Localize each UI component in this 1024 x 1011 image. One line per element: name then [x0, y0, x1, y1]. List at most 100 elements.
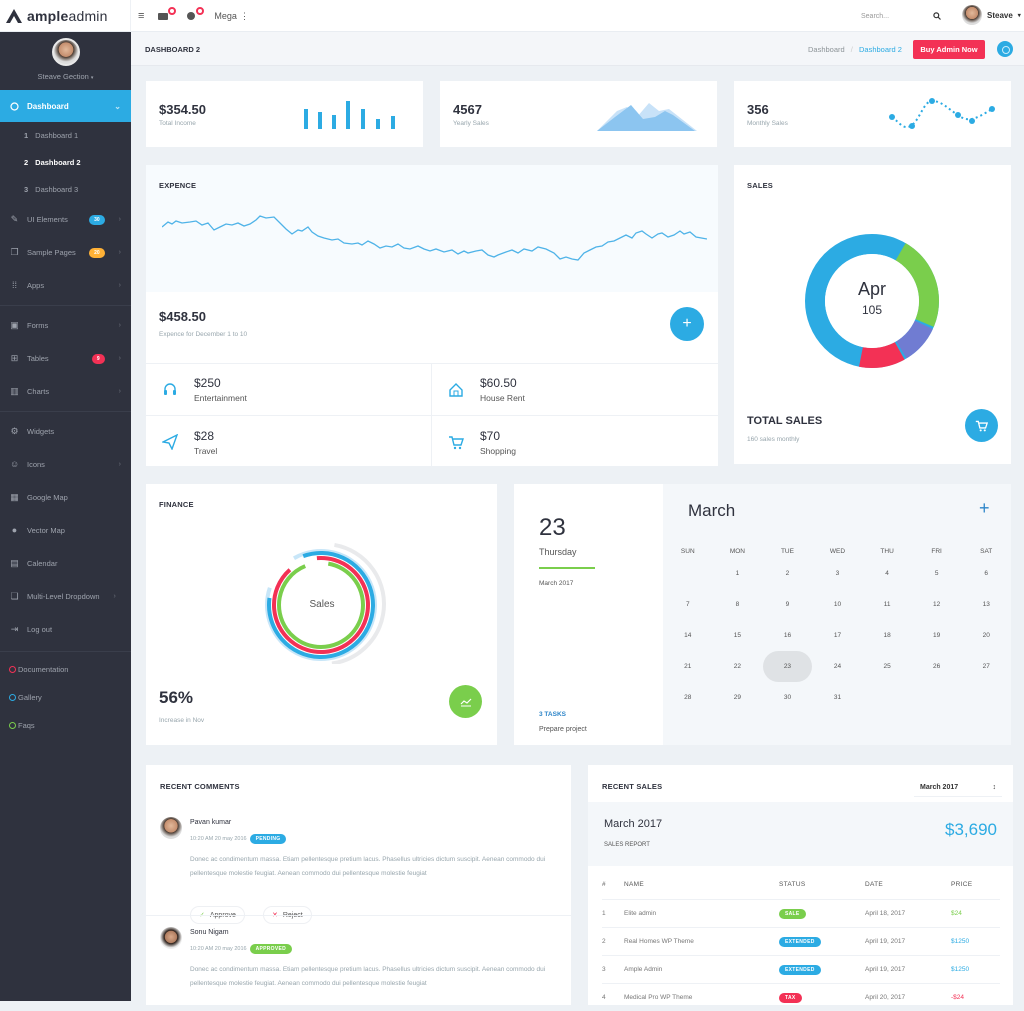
sidebar-item-charts[interactable]: ▥ Charts ›: [10, 386, 121, 397]
sidebar-sub-dashboard-1[interactable]: 1 Dashboard 1: [24, 131, 79, 140]
sidebar-item-widgets[interactable]: ⚙ Widgets: [10, 426, 55, 437]
row-number: 2: [602, 926, 624, 955]
calendar-day[interactable]: 23: [762, 651, 812, 682]
sidebar-link-gallery[interactable]: Gallery: [0, 683, 131, 711]
sidebar-item-calendar[interactable]: ▤ Calendar: [10, 558, 58, 569]
sidebar-item-vector-map[interactable]: ● Vector Map: [11, 525, 65, 536]
calendar-month-year: March 2017: [539, 580, 574, 587]
status-badge: EXTENDED: [779, 964, 821, 975]
calendar-day[interactable]: 28: [684, 694, 692, 701]
calendar-day[interactable]: 31: [833, 694, 842, 701]
hamburger-icon[interactable]: ≡: [138, 10, 145, 22]
chevron-down-icon: ⌄: [114, 101, 121, 111]
sidebar-item-log-out[interactable]: ⇥ Log out: [10, 624, 53, 635]
calendar-day[interactable]: 15: [733, 632, 742, 639]
calendar-day[interactable]: 11: [883, 601, 891, 608]
status-cell: EXTENDED: [779, 954, 865, 983]
calendar-day[interactable]: 27: [982, 663, 990, 670]
weekday-header: WED: [829, 547, 846, 555]
sidebar-link-faqs[interactable]: Faqs: [0, 711, 131, 739]
chevron-right-icon: ›: [118, 282, 121, 289]
status-badge: SALE: [779, 908, 806, 919]
mega-menu-button[interactable]: Mega ⋮: [214, 10, 249, 22]
card-title: EXPENCE: [159, 181, 197, 190]
calendar-day[interactable]: 25: [883, 663, 891, 670]
calendar-day[interactable]: 14: [684, 632, 692, 639]
sidebar-item-dashboard[interactable]: Dashboard ⌄: [0, 90, 131, 122]
finance-subtitle: Increase in Nov: [159, 717, 205, 724]
sidebar-sub-dashboard-2[interactable]: 2 Dashboard 2: [24, 158, 81, 167]
calendar-day[interactable]: 22: [733, 663, 742, 670]
calendar-day[interactable]: 6: [984, 570, 988, 577]
trend-button[interactable]: [449, 685, 482, 718]
add-event-icon[interactable]: +: [979, 498, 990, 518]
calendar-day[interactable]: 13: [982, 601, 990, 608]
status-cell: SALE: [779, 898, 865, 927]
tasks-count-link[interactable]: 3 TASKS: [539, 711, 566, 718]
settings-toggle-button[interactable]: [997, 41, 1013, 57]
calendar-icon: ▤: [10, 558, 19, 568]
sidebar-item-ui-elements[interactable]: ✎ UI Elements 30 ›: [10, 214, 121, 225]
calendar-day[interactable]: 19: [933, 632, 941, 639]
sidebar-item-forms[interactable]: ▣ Forms ›: [10, 320, 121, 331]
sidebar-item-google-map[interactable]: ▦ Google Map: [10, 492, 68, 503]
table-row: 3 Ample Admin EXTENDED April 19, 2017 $1250: [602, 954, 1000, 983]
calendar-day[interactable]: 8: [735, 601, 740, 608]
calendar-day[interactable]: 16: [783, 632, 792, 639]
breadcrumb-dashboard[interactable]: Dashboard: [808, 45, 845, 54]
commenter-name: Pavan kumar: [190, 819, 232, 826]
expence-card: EXPENCE $458.50 Expence for December 1 t…: [146, 165, 718, 468]
cart-button[interactable]: [965, 409, 998, 442]
weekday-header: TUE: [780, 547, 794, 555]
count-badge: 30: [89, 214, 105, 225]
stat-card-monthly-sales: 356 Monthly Sales: [734, 81, 1011, 147]
calendar-day[interactable]: 21: [684, 663, 692, 670]
sales-summary: March 2017 SALES REPORT $3,690: [588, 802, 1013, 866]
sidebar-link-documentation[interactable]: Documentation: [0, 655, 131, 683]
status-badge: PENDING: [249, 834, 287, 844]
avatar: [51, 38, 80, 66]
sidebar-item-sample-pages[interactable]: ❐ Sample Pages 20 ›: [10, 247, 121, 258]
calendar-day[interactable]: 7: [685, 601, 690, 608]
sidebar: Steave Gection ▾ Dashboard ⌄ 1 Dashboard 1…: [0, 32, 131, 1001]
sidebar-item-multi-level-dropdown[interactable]: ❏ Multi-Level Dropdown ›: [10, 591, 116, 602]
chevron-right-icon: ›: [118, 355, 121, 362]
search-icon[interactable]: [933, 12, 941, 20]
calendar-day[interactable]: 4: [885, 570, 889, 577]
user-menu[interactable]: Steave ▾: [962, 5, 1021, 25]
search-input[interactable]: Search...: [855, 6, 947, 26]
inbox-notification-icon[interactable]: [158, 7, 177, 21]
calendar-day[interactable]: 30: [783, 694, 792, 701]
calendar-day[interactable]: 18: [883, 632, 891, 639]
calendar-day[interactable]: 3: [835, 570, 840, 577]
calendar-day[interactable]: 29: [733, 694, 742, 701]
calendar-day[interactable]: 2: [785, 570, 790, 577]
month-select[interactable]: March 2017 ↕: [914, 779, 1002, 797]
sidebar-item-icons[interactable]: ☺ Icons ›: [10, 459, 121, 470]
tasks-notification-icon[interactable]: [186, 7, 205, 21]
sidebar-item-tables[interactable]: ⊞ Tables 9 ›: [10, 353, 121, 364]
calendar-day[interactable]: 5: [934, 570, 939, 577]
sidebar-profile[interactable]: Steave Gection ▾: [0, 32, 131, 90]
add-expence-button[interactable]: +: [670, 307, 704, 341]
recent-sales-card: RECENT SALES March 2017 ↕ March 2017 SALE…: [588, 765, 1013, 1011]
status-badge: TAX: [779, 992, 802, 1003]
calendar-day[interactable]: 26: [933, 663, 941, 670]
calendar-day[interactable]: 1: [735, 570, 740, 577]
sidebar-sub-dashboard-3[interactable]: 3 Dashboard 3: [24, 185, 79, 194]
table-icon: ⊞: [10, 353, 19, 363]
sales-donut-chart: [805, 234, 939, 368]
layers-icon: ❏: [10, 591, 19, 601]
calendar-day[interactable]: 10: [833, 601, 842, 608]
calendar-day[interactable]: 17: [833, 632, 842, 639]
sidebar-item-apps[interactable]: ⁞⁞ Apps ›: [11, 280, 121, 291]
calendar-day[interactable]: 9: [785, 601, 790, 608]
brand-logo[interactable]: ampleadmin: [0, 0, 131, 32]
chevron-right-icon: ›: [118, 322, 121, 329]
stat-value: 4567: [453, 102, 482, 117]
buy-admin-button[interactable]: Buy Admin Now: [913, 40, 985, 59]
calendar-day[interactable]: 12: [933, 601, 941, 608]
comment-item: Sonu Nigam 10:20 AM 20 may 2016 APPROVED …: [160, 927, 560, 1007]
calendar-day[interactable]: 24: [833, 663, 842, 670]
calendar-day[interactable]: 20: [982, 632, 990, 639]
